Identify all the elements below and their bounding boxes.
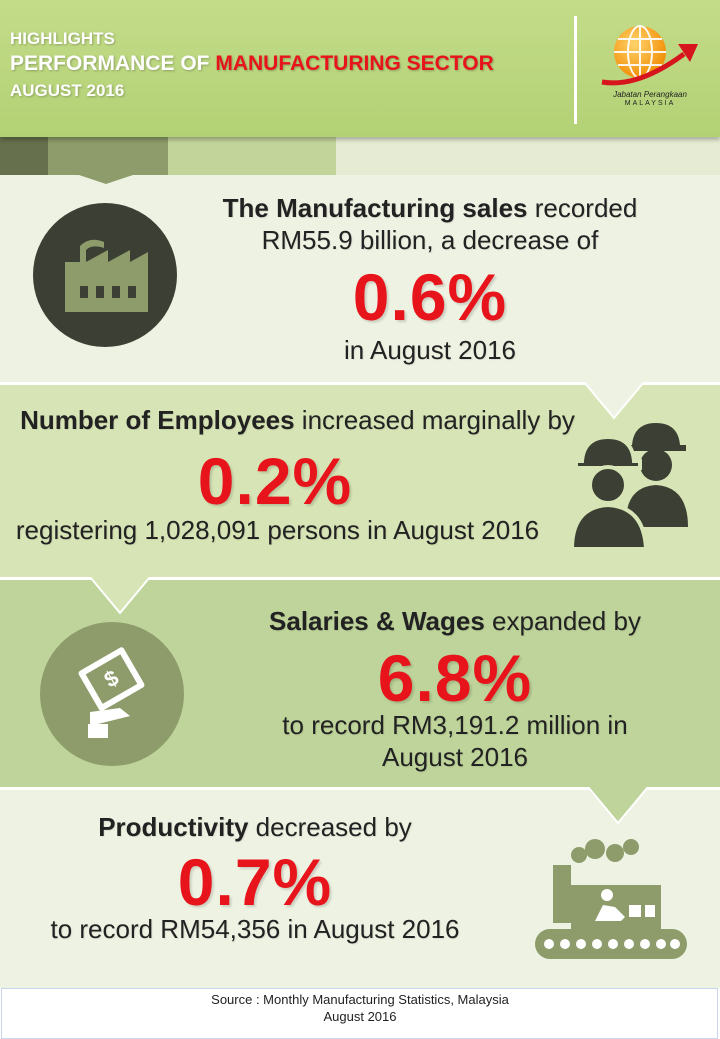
- salaries-bold: Salaries & Wages: [269, 606, 485, 636]
- header-title: PERFORMANCE OF MANUFACTURING SECTOR: [10, 52, 494, 76]
- salaries-section: $ Salaries & Wages expanded by 6.8% to r…: [0, 577, 720, 790]
- salaries-line1: Salaries & Wages expanded by: [220, 606, 690, 637]
- salaries-percent: 6.8%: [377, 641, 533, 715]
- production-line-icon: [535, 839, 687, 959]
- productivity-bold: Productivity: [98, 812, 249, 842]
- header-banner: HIGHLIGHTS PERFORMANCE OF MANUFACTURING …: [0, 0, 720, 137]
- employees-line1: Number of Employees increased marginally…: [0, 405, 595, 436]
- employees-section: Number of Employees increased marginally…: [0, 382, 720, 580]
- sales-section: The Manufacturing sales recorded RM55.9 …: [0, 174, 720, 385]
- employees-bold: Number of Employees: [20, 405, 295, 435]
- footer: Source : Monthly Manufacturing Statistic…: [0, 988, 720, 1039]
- globe-arrow-logo-icon: [601, 25, 698, 86]
- employees-percent: 0.2%: [197, 444, 353, 518]
- header-date: AUGUST 2016: [10, 81, 125, 100]
- footer-source: Source : Monthly Manufacturing Statistic…: [211, 992, 509, 1007]
- sales-line2: RM55.9 billion, a decrease of: [261, 225, 599, 255]
- header-title-white: PERFORMANCE OF: [10, 52, 216, 75]
- sales-line4: in August 2016: [343, 335, 517, 365]
- sales-line1: The Manufacturing sales recorded: [180, 193, 680, 224]
- header-highlights: HIGHLIGHTS: [10, 29, 115, 48]
- logo-text-jabatan: Jabatan Perangkaan: [613, 90, 687, 99]
- money-hand-icon: $: [40, 622, 184, 766]
- header-stripe: [0, 137, 720, 175]
- salaries-line3: to record RM3,191.2 million in: [282, 710, 628, 740]
- productivity-line3: to record RM54,356 in August 2016: [50, 914, 460, 944]
- footer-date: August 2016: [323, 1009, 397, 1024]
- employees-line3: registering 1,028,091 persons in August …: [15, 515, 540, 545]
- sales-bold: The Manufacturing sales: [222, 193, 528, 223]
- productivity-percent: 0.7%: [177, 845, 333, 919]
- factory-icon: [33, 203, 177, 347]
- header-divider: [574, 16, 577, 124]
- header-title-red: MANUFACTURING SECTOR: [215, 52, 494, 75]
- productivity-section: Productivity decreased by 0.7% to record…: [0, 787, 720, 988]
- dosm-logo: Jabatan Perangkaan MALAYSIA: [598, 18, 702, 114]
- sales-percent: 0.6%: [352, 260, 508, 334]
- logo-text-malaysia: MALAYSIA: [624, 100, 676, 107]
- salaries-rest: expanded by: [484, 606, 641, 636]
- salaries-line4: August 2016: [381, 742, 528, 772]
- sales-rest: recorded: [527, 193, 638, 223]
- productivity-line1: Productivity decreased by: [20, 812, 490, 843]
- employees-rest: increased marginally by: [294, 405, 575, 435]
- productivity-rest: decreased by: [248, 812, 412, 842]
- workers-icon: [569, 423, 688, 550]
